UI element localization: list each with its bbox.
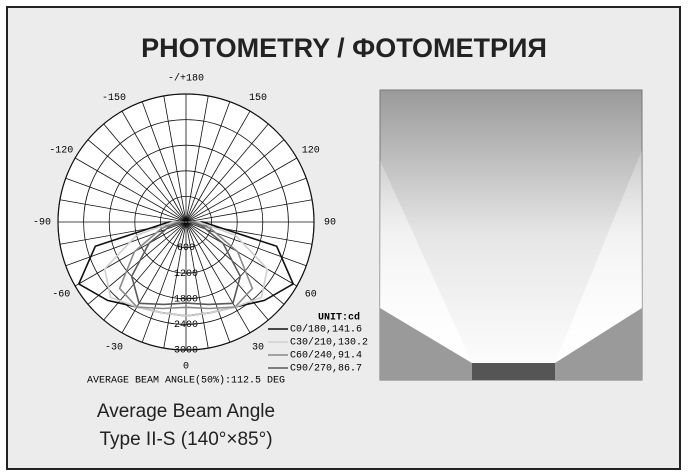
unit-label: UNIT:cd [318, 312, 360, 324]
theta-tick-label: 120 [302, 146, 320, 157]
legend-label: C30/210,130.2 [290, 337, 368, 349]
r-tick-label: 600 [177, 243, 195, 254]
r-tick-label: 1800 [174, 294, 198, 305]
annotation: AVERAGE BEAM ANGLE(50%):112.5 DEG [87, 375, 285, 387]
caption: Average Beam Angle [97, 401, 275, 422]
theta-tick-label: -90 [33, 218, 51, 229]
theta-tick-label: 30 [252, 342, 264, 353]
legend-label: C90/270,86.7 [290, 363, 362, 375]
legend-label: C0/180,141.6 [290, 324, 362, 336]
r-tick-label: 3000 [174, 346, 198, 357]
theta-tick-label: 0 [183, 362, 189, 373]
theta-tick-label: -120 [49, 146, 73, 157]
theta-tick-label: -150 [102, 93, 126, 104]
r-tick-label: 0 [183, 218, 189, 229]
r-tick-label: 2400 [174, 320, 198, 331]
theta-tick-label: -30 [105, 342, 123, 353]
datasheet: PHOTOMETRY / ФОТОМЕТРИЯ 0600120018002400… [0, 0, 688, 476]
page: {"chart_data": { "type": "polar", "title… [0, 0, 688, 476]
theta-tick-label: 60 [305, 290, 317, 301]
r-tick-label: 1200 [174, 269, 198, 280]
title: PHOTOMETRY / ФОТОМЕТРИЯ [141, 33, 547, 63]
caption: Type II-S (140°×85°) [99, 429, 272, 450]
theta-tick-label: -60 [52, 290, 70, 301]
theta-tick-label: 90 [324, 218, 336, 229]
theta-tick-label: 150 [249, 93, 267, 104]
fixture [472, 363, 555, 380]
illustration [380, 90, 642, 380]
legend-label: C60/240,91.4 [290, 350, 362, 362]
theta-tick-label: -/+180 [168, 73, 204, 85]
